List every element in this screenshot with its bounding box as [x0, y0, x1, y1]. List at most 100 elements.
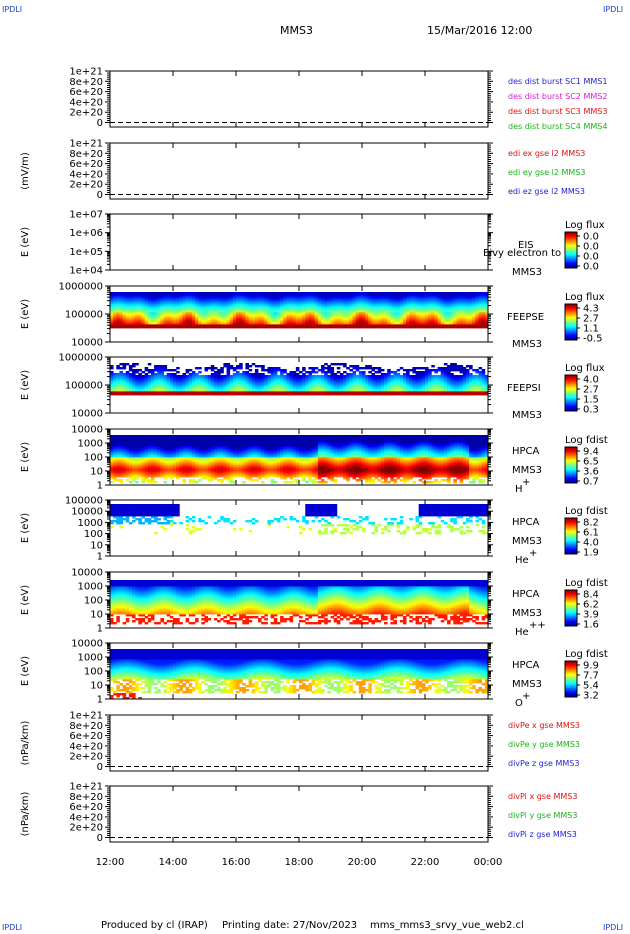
spectrogram-cell: [229, 298, 234, 301]
spectrogram-cell: [223, 292, 227, 295]
spectrogram-cell: [166, 308, 171, 311]
spectrogram-cell: [362, 318, 366, 321]
spectrogram-cell: [456, 292, 461, 295]
spectrogram-cell: [387, 322, 391, 325]
spectrogram-cell: [191, 302, 196, 305]
spectrogram-cell: [122, 322, 127, 325]
y-tick-label: 0: [97, 190, 103, 201]
spectrogram-cell: [188, 304, 193, 307]
spectrogram-cell: [242, 304, 246, 307]
spectrogram-cell: [226, 314, 231, 317]
spectrogram-cell: [254, 306, 259, 309]
spectrogram-cell: [251, 308, 256, 311]
spectrogram-cell: [280, 298, 284, 301]
spectrogram-cell: [229, 294, 234, 297]
spectrogram-cell: [270, 326, 275, 329]
spectrogram-cell: [343, 371, 347, 374]
spectrogram-cell: [207, 296, 212, 299]
spectrogram-cell: [302, 300, 306, 303]
spectrogram-cell: [280, 300, 284, 303]
spectrogram-cell: [336, 367, 341, 370]
spectrogram-cell: [371, 324, 375, 327]
spectrogram-cell: [223, 298, 227, 301]
spectrogram-cell: [264, 314, 268, 317]
spectrogram-cell: [147, 375, 152, 378]
spectrogram-cell: [343, 318, 347, 321]
spectrogram-cell: [371, 304, 375, 307]
spectrogram-cell: [110, 322, 114, 325]
spectrogram-cell: [314, 300, 319, 303]
spectrogram-cell: [380, 298, 385, 301]
spectrogram-cell: [374, 371, 379, 374]
spectrogram-cell: [302, 367, 306, 370]
spectrogram-cell: [387, 296, 391, 299]
spectrogram-cell: [201, 310, 205, 313]
spectrogram-cell: [144, 373, 149, 376]
spectrogram-cell: [217, 326, 221, 329]
spectrogram-cell: [352, 316, 357, 319]
colorbar-tick-label: 0.0: [583, 242, 599, 253]
spectrogram-cell: [236, 298, 240, 301]
spectrogram-cell: [138, 369, 142, 372]
spectrogram-cell: [371, 298, 375, 301]
spectrogram-cell: [223, 314, 227, 317]
spectrogram-cell: [362, 371, 366, 374]
spectrogram-cell: [223, 363, 227, 366]
spectrogram-cell: [276, 326, 281, 329]
spectrogram-cell: [110, 296, 114, 299]
spectrogram-cell: [191, 314, 196, 317]
spectrogram-cell: [232, 292, 237, 295]
spectrogram-cell: [276, 298, 281, 301]
spectrogram-cell: [150, 300, 155, 303]
spectrogram-cell: [144, 292, 149, 295]
spectrogram-cell: [242, 294, 246, 297]
spectrogram-cell: [396, 312, 401, 315]
spectrogram-cell: [292, 314, 297, 317]
spectrogram-cell: [135, 300, 139, 303]
spectrogram-cell: [273, 316, 278, 319]
spectrogram-cell: [308, 300, 312, 303]
spectrogram-cell: [135, 326, 139, 329]
spectrogram-cell: [299, 300, 303, 303]
spectrogram-cell: [150, 302, 155, 305]
spectrogram-cell: [141, 310, 146, 313]
spectrogram-cell: [286, 322, 290, 325]
spectrogram-cell: [371, 310, 375, 313]
spectrogram-cell: [232, 298, 237, 301]
spectrogram-cell: [113, 316, 117, 319]
spectrogram-cell: [141, 298, 146, 301]
spectrogram-cell: [412, 367, 416, 370]
spectrogram-cell: [138, 324, 142, 327]
spectrogram-cell: [204, 308, 209, 311]
spectrogram-cell: [226, 320, 231, 323]
spectrogram-cell: [182, 312, 186, 315]
spectrogram-cell: [217, 435, 221, 438]
spectrogram-cell: [267, 367, 272, 370]
spectrogram-cell: [204, 302, 209, 305]
spectrogram-cell: [248, 373, 253, 376]
spectrogram-cell: [245, 320, 249, 323]
spectrogram-cell: [185, 292, 190, 295]
spectrogram-cell: [251, 312, 256, 315]
spectrogram-cell: [220, 312, 224, 315]
spectrogram-cell: [182, 298, 186, 301]
spectrogram-cell: [150, 435, 155, 438]
spectrogram-cell: [390, 310, 394, 313]
spectrogram-cell: [418, 371, 423, 374]
spectrogram-cell: [188, 324, 193, 327]
spectrogram-cell: [261, 316, 265, 319]
spectrogram-cell: [346, 308, 350, 311]
spectrogram-cell: [160, 314, 164, 317]
spectrogram-cell: [223, 326, 227, 329]
spectrogram-cell: [239, 363, 243, 366]
spectrogram-cell: [280, 320, 284, 323]
spectrogram-cell: [119, 322, 123, 325]
instrument-label: EIS: [518, 240, 534, 251]
spectrogram-cell: [311, 296, 316, 299]
spectrogram-cell: [308, 324, 312, 327]
spectrogram-cell: [311, 324, 316, 327]
spectrogram-cell: [380, 310, 385, 313]
spectrogram-cell: [264, 300, 268, 303]
spectrogram-cell: [220, 302, 224, 305]
spectrogram-cell: [150, 369, 155, 372]
